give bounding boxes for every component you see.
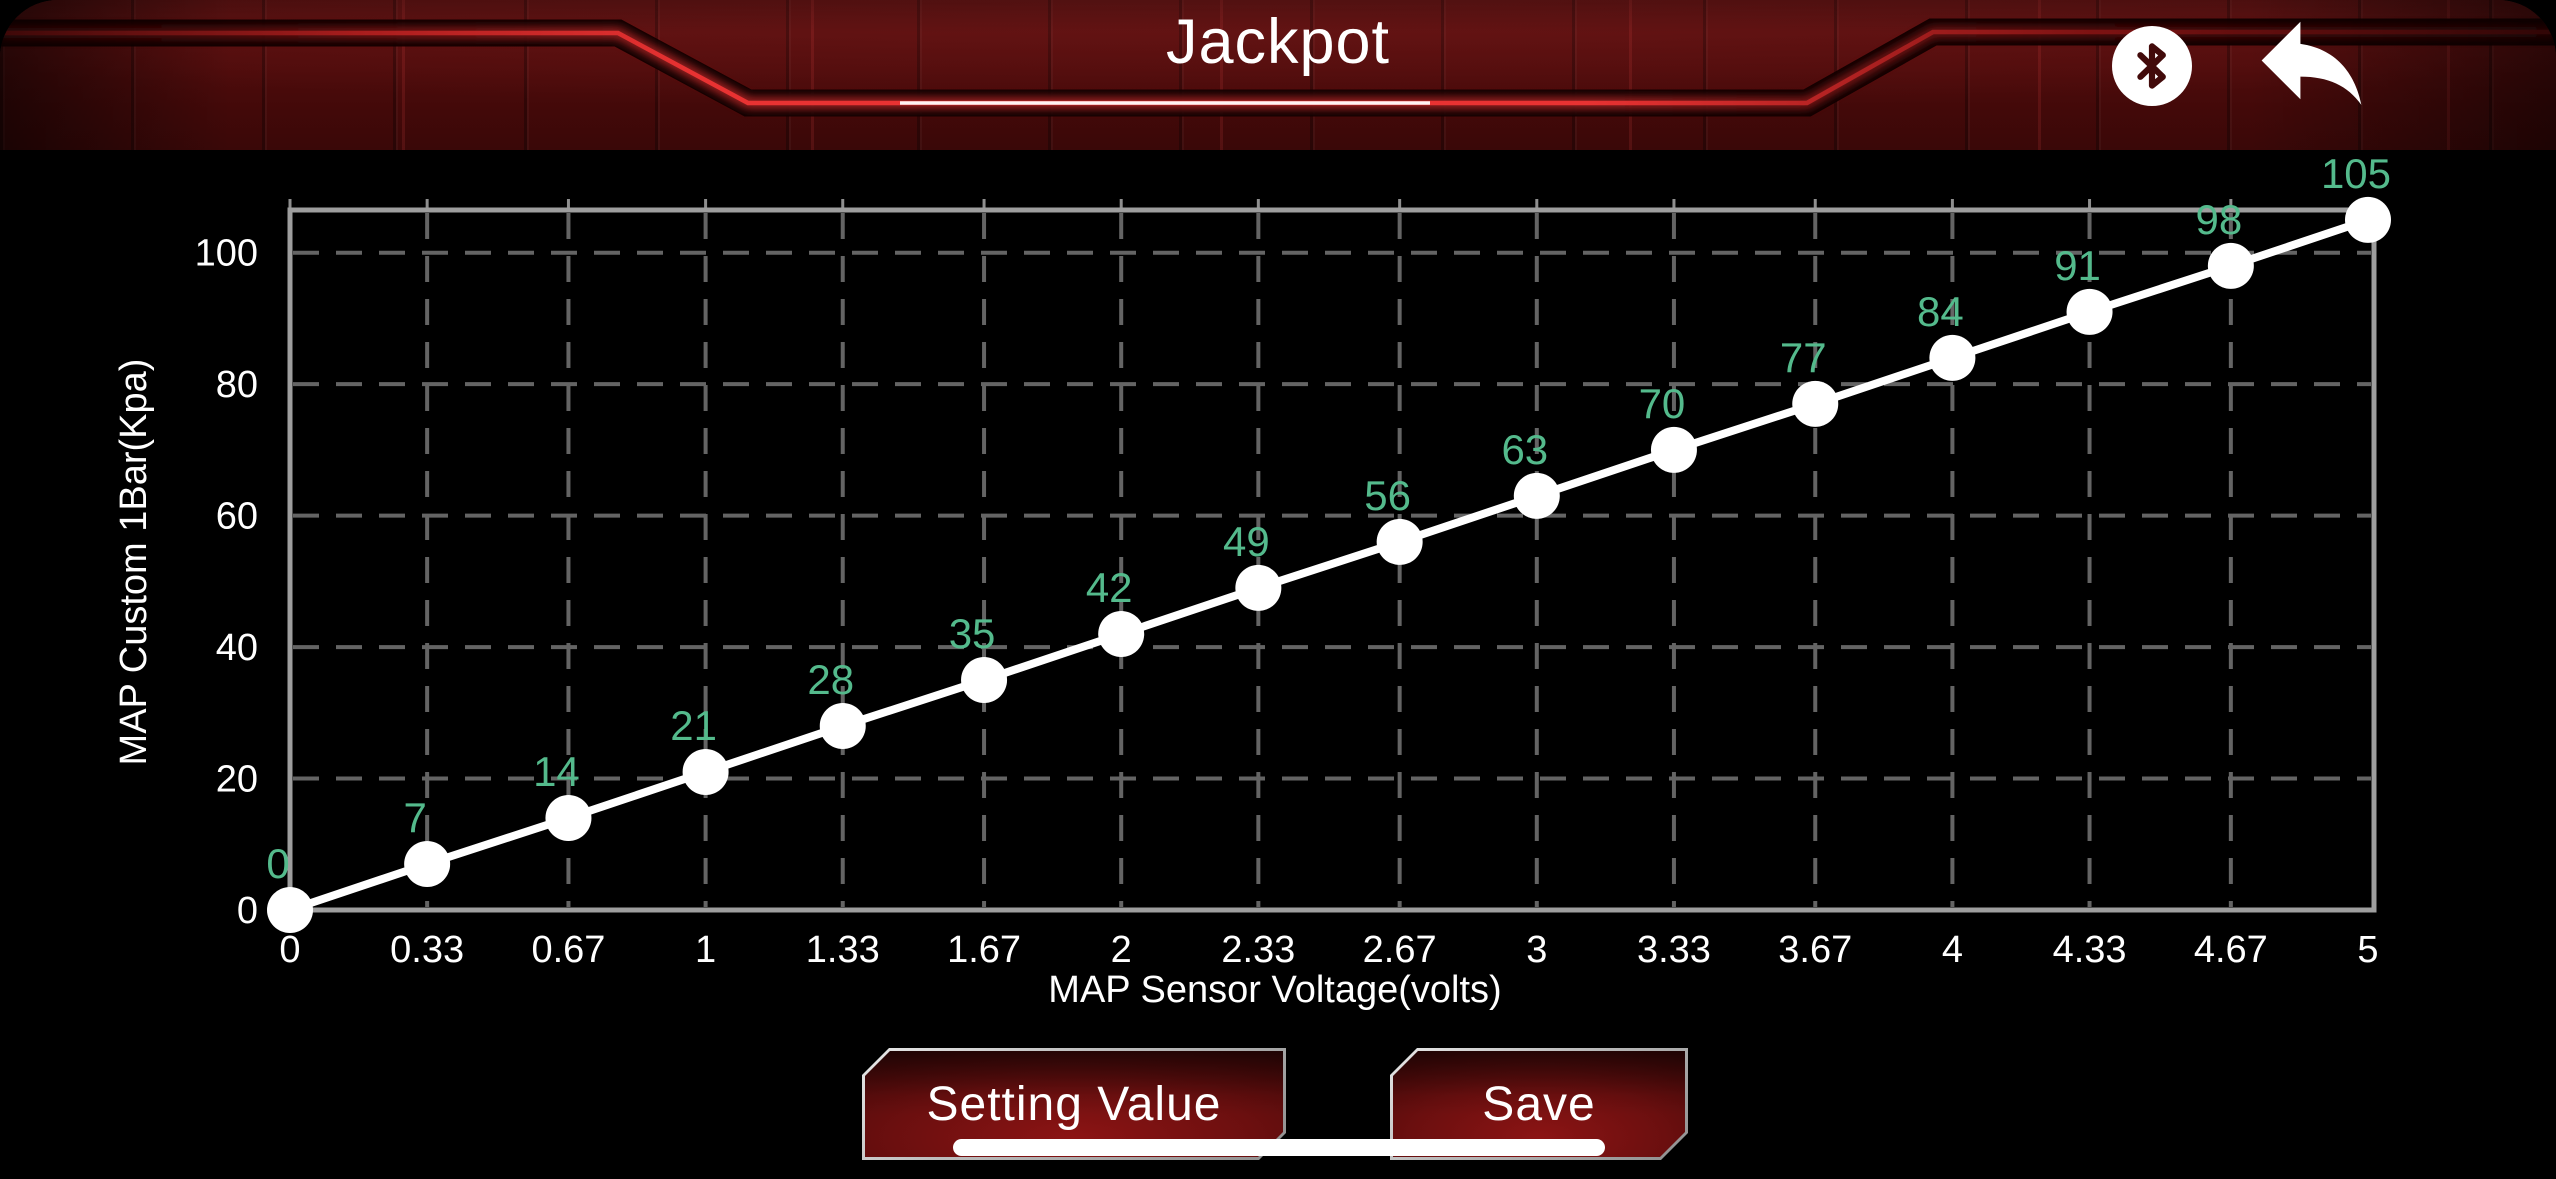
data-point-label: 91 xyxy=(2054,242,2101,289)
data-point[interactable] xyxy=(2066,288,2113,335)
data-point[interactable] xyxy=(2207,242,2254,289)
y-tick-label: 0 xyxy=(237,890,258,932)
data-point[interactable] xyxy=(2345,196,2391,243)
data-point[interactable] xyxy=(819,702,866,749)
y-tick-label: 20 xyxy=(216,759,258,801)
series-line xyxy=(288,216,2370,914)
data-point[interactable] xyxy=(404,840,451,887)
data-point[interactable] xyxy=(1376,518,1423,565)
data-point[interactable] xyxy=(267,887,313,933)
home-indicator xyxy=(953,1139,1605,1156)
data-point[interactable] xyxy=(1098,610,1145,657)
back-arrow-icon xyxy=(2261,21,2362,105)
header-banner-lines xyxy=(0,18,2556,117)
data-point[interactable] xyxy=(1513,472,1560,519)
data-point-label: 70 xyxy=(1639,380,1686,427)
data-point-label: 21 xyxy=(670,702,717,749)
page-title: Jackpot xyxy=(1165,7,1391,77)
header-bar: Jackpot xyxy=(0,0,2556,150)
data-point-label: 49 xyxy=(1223,518,1270,565)
x-tick-label: 3 xyxy=(1526,929,1547,971)
setting-value-button-label: Setting Value xyxy=(926,1077,1222,1131)
y-tick-label: 40 xyxy=(216,627,258,669)
x-axis-title: MAP Sensor Voltage(volts) xyxy=(1048,969,1501,1011)
data-point[interactable] xyxy=(1929,334,1976,381)
data-point-label: 63 xyxy=(1501,426,1548,473)
x-tick-label: 4 xyxy=(1942,929,1963,971)
data-point[interactable] xyxy=(1650,426,1697,473)
data-point-label: 0 xyxy=(266,840,289,887)
x-tick-label: 3.67 xyxy=(1778,929,1852,971)
x-tick-label: 1.67 xyxy=(947,929,1021,971)
data-point[interactable] xyxy=(961,656,1008,703)
data-point-label: 98 xyxy=(2195,196,2242,243)
x-tick-label: 3.33 xyxy=(1637,929,1711,971)
save-button-label: Save xyxy=(1482,1077,1596,1131)
x-tick-label: 2.33 xyxy=(1221,929,1295,971)
data-point[interactable] xyxy=(545,794,592,841)
x-tick-label: 1 xyxy=(695,929,716,971)
data-point-label: 77 xyxy=(1780,334,1827,381)
x-tick-label: 4.33 xyxy=(2053,929,2127,971)
data-point[interactable] xyxy=(1235,564,1282,611)
bluetooth-icon xyxy=(2137,43,2166,89)
data-point-label: 28 xyxy=(807,656,854,703)
data-point-label: 84 xyxy=(1917,288,1964,335)
x-tick-label: 2 xyxy=(1111,929,1132,971)
bluetooth-button[interactable] xyxy=(2112,26,2192,106)
y-tick-label: 60 xyxy=(216,496,258,538)
x-tick-label: 4.67 xyxy=(2194,929,2268,971)
data-point-label: 56 xyxy=(1364,472,1411,519)
x-tick-label: 0 xyxy=(279,929,300,971)
y-tick-label: 80 xyxy=(216,364,258,406)
y-axis-title: MAP Custom 1Bar(Kpa) xyxy=(113,359,155,766)
data-point-label: 14 xyxy=(533,748,580,795)
data-point-label: 7 xyxy=(403,794,426,841)
x-tick-label: 5 xyxy=(2357,929,2378,971)
x-tick-label: 1.33 xyxy=(806,929,880,971)
x-tick-label: 0.67 xyxy=(531,929,605,971)
data-point[interactable] xyxy=(682,748,729,795)
y-tick-label: 100 xyxy=(195,233,258,275)
back-button[interactable] xyxy=(2245,0,2378,127)
x-tick-label: 2.67 xyxy=(1363,929,1437,971)
data-point-label: 42 xyxy=(1086,564,1133,611)
data-point-label: 35 xyxy=(949,610,996,657)
x-tick-label: 0.33 xyxy=(390,929,464,971)
plot-border xyxy=(287,207,2377,913)
data-point[interactable] xyxy=(1792,380,1839,427)
data-point-label: 105 xyxy=(2321,150,2391,197)
